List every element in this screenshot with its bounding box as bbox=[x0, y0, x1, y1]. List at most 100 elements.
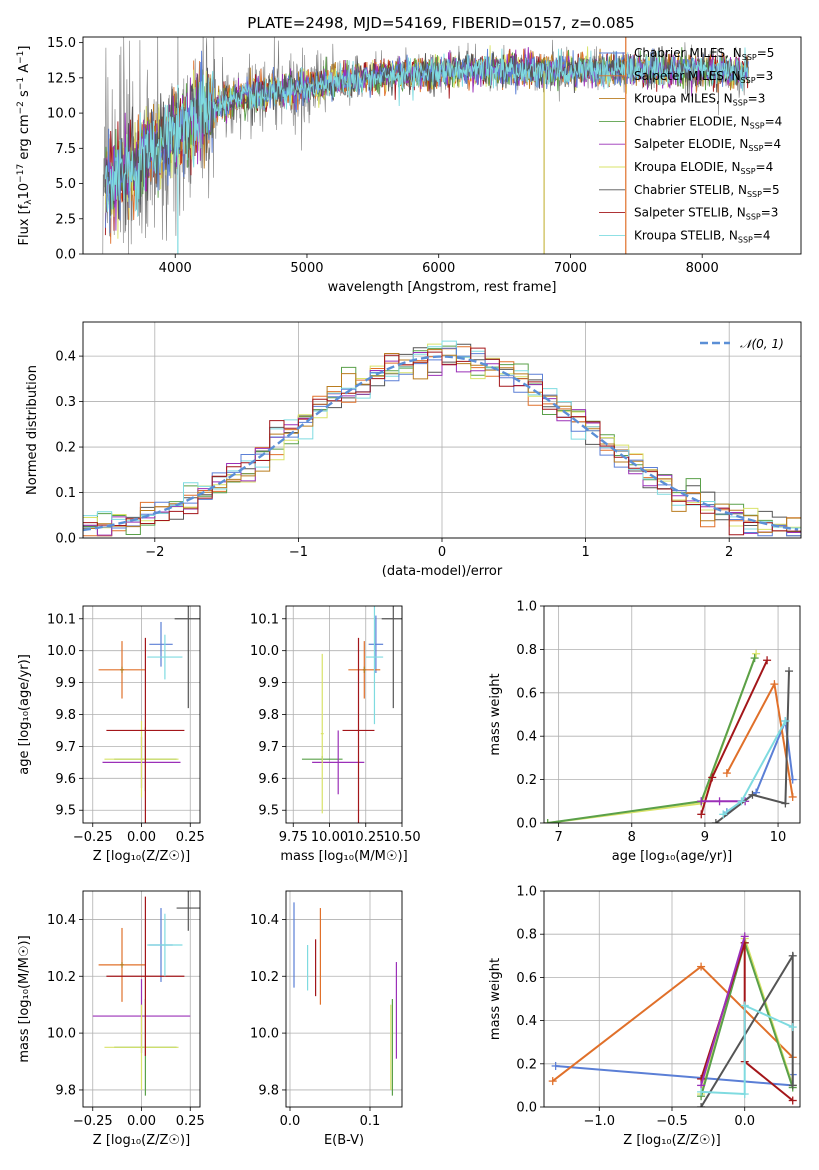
y-tick-label: 10.2 bbox=[47, 970, 76, 985]
panel-weight-vs-age: 7 8 9 10 0.0 0.2 0.4 0.6 0.8 1.0 age [log₁₀(age/yr… bbox=[488, 600, 801, 864]
plot-area bbox=[548, 932, 797, 1107]
ticks: 4000 5000 6000 7000 8000 0.0 2.5 5.0 7.5 10.0 12.5… bbox=[47, 36, 719, 276]
x-tick-label: −0.25 bbox=[73, 830, 113, 845]
x-tick-label: 5000 bbox=[290, 261, 323, 276]
y-tick-label: 0.2 bbox=[55, 441, 76, 456]
legend-label: Kroupa ELODIE, N bbox=[634, 160, 741, 174]
y-axis-label-part: −2 bbox=[16, 101, 26, 114]
x-tick-label: 0.25 bbox=[176, 830, 205, 845]
y-tick-label: 0.6 bbox=[516, 971, 537, 986]
axes-frame bbox=[285, 605, 403, 824]
y-axis-label-part: A bbox=[17, 64, 32, 77]
legend-entry: Chabrier STELIB, NSSP=5 bbox=[634, 183, 780, 199]
legend-count: =3 bbox=[756, 69, 774, 83]
panel-spectrum: 4000 5000 6000 7000 8000 0.0 2.5 5.0 7.5 10.0 12.5… bbox=[16, 36, 802, 295]
x-tick-label: 0 bbox=[438, 545, 446, 560]
axes-frame bbox=[285, 890, 403, 1108]
x-tick-label: −2 bbox=[145, 545, 164, 560]
axes-frame bbox=[543, 890, 801, 1108]
legend-label: Salpeter MILES, N bbox=[634, 69, 741, 83]
x-tick-label: 0.0 bbox=[734, 1114, 755, 1129]
panel-mass-vs-Z: −0.25 0.00 0.25 9.8 10.0 10.2 10.4 Z [log₁₀(Z/Z… bbox=[17, 890, 205, 1148]
y-axis-label: Flux [fλ10−17 erg cm−2 s−1 A−1] bbox=[16, 46, 34, 246]
legend-entry: Salpeter STELIB, NSSP=3 bbox=[634, 206, 778, 222]
y-tick-label: 10.1 bbox=[47, 612, 76, 627]
y-tick-label: 2.5 bbox=[55, 212, 76, 227]
plot-area bbox=[83, 340, 801, 538]
y-tick-label: 1.0 bbox=[516, 600, 537, 615]
legend-entry: Kroupa ELODIE, NSSP=4 bbox=[634, 160, 773, 176]
y-tick-label: 0.0 bbox=[516, 817, 537, 832]
y-axis-label: Normed distribution bbox=[25, 365, 40, 495]
residual-histogram bbox=[83, 349, 801, 538]
mass-weight-line bbox=[715, 671, 790, 823]
x-tick-label: 7 bbox=[554, 830, 562, 845]
x-axis-label: wavelength [Angstrom, rest frame] bbox=[328, 280, 557, 295]
y-axis-label-part: λ bbox=[24, 199, 34, 205]
legend-sub: SSP bbox=[733, 99, 748, 108]
legend-sub: SSP bbox=[747, 190, 762, 199]
y-tick-label: 10.1 bbox=[250, 612, 279, 627]
panels: 4000 5000 6000 7000 80000.02.55.07.510.012.5… bbox=[16, 36, 802, 1148]
x-tick-label: 9.75 bbox=[279, 830, 308, 845]
ticks: 7 8 9 10 0.0 0.2 0.4 0.6 0.8 1.0 bbox=[516, 600, 786, 846]
y-axis-label: mass weight bbox=[488, 958, 503, 1040]
x-tick-label: 4000 bbox=[159, 261, 192, 276]
panel-age-vs-Z: −0.25 0.00 0.25 9.5 9.6 9.7 9.8 9.9 10.0 10.1 Z [l… bbox=[17, 605, 205, 864]
y-tick-label: 12.5 bbox=[47, 71, 76, 86]
mass-weight-line bbox=[547, 657, 756, 823]
y-tick-label: 0.4 bbox=[55, 350, 76, 365]
y-tick-label: 10.0 bbox=[250, 1027, 279, 1042]
legend-label: Kroupa MILES, N bbox=[634, 92, 733, 106]
y-tick-label: 9.5 bbox=[258, 804, 279, 819]
legend-sub: SSP bbox=[742, 53, 757, 62]
x-tick-label: 0.25 bbox=[176, 1114, 205, 1129]
y-tick-label: 9.6 bbox=[258, 772, 279, 787]
y-tick-label: 0.0 bbox=[55, 248, 76, 263]
y-axis-label-part: erg cm bbox=[17, 114, 32, 163]
x-tick-label: 6000 bbox=[422, 261, 455, 276]
y-tick-label: 9.8 bbox=[55, 1083, 76, 1098]
y-axis-label-part: Flux [f bbox=[17, 204, 32, 245]
mass-weight-line bbox=[555, 1065, 794, 1087]
legend-label: Chabrier MILES, N bbox=[634, 46, 742, 60]
legend-count: =3 bbox=[761, 206, 779, 220]
legend-sub: SSP bbox=[741, 167, 756, 176]
legend-sub: SSP bbox=[738, 235, 753, 244]
x-tick-label: 2 bbox=[725, 545, 733, 560]
ticks: −0.25 0.00 0.25 9.8 10.0 10.2 10.4 bbox=[47, 913, 205, 1129]
y-tick-label: 10.4 bbox=[47, 913, 76, 928]
y-axis-label-part: −17 bbox=[16, 164, 26, 183]
y-tick-label: 9.7 bbox=[258, 740, 279, 755]
y-tick-label: 15.0 bbox=[47, 36, 76, 51]
legend-label: Chabrier ELODIE, N bbox=[634, 114, 750, 128]
x-tick-label: 10.00 bbox=[311, 830, 348, 845]
y-tick-label: 0.8 bbox=[516, 643, 537, 658]
ticks: −0.25 0.00 0.25 9.5 9.6 9.7 9.8 9.9 10.0 10.1 bbox=[47, 612, 205, 845]
y-tick-label: 9.8 bbox=[258, 708, 279, 723]
y-axis-label: mass weight bbox=[488, 673, 503, 755]
x-axis-label: age [log₁₀(age/yr)] bbox=[612, 849, 733, 864]
ticks: 0.0 0.1 9.8 10.0 10.2 10.4 bbox=[250, 913, 380, 1129]
ticks: 9.75 10.00 10.25 10.50 9.5 9.6 9.7 9.8 9.9 10.0 10… bbox=[250, 612, 421, 845]
figure-title: PLATE=2498, MJD=54169, FIBERID=0157, z=0… bbox=[247, 14, 634, 32]
legend-count: =4 bbox=[756, 160, 774, 174]
legend-count: =3 bbox=[748, 92, 766, 106]
axes-frame bbox=[82, 605, 201, 824]
y-tick-label: 9.9 bbox=[55, 676, 76, 691]
y-tick-label: 9.8 bbox=[55, 708, 76, 723]
legend-count: =5 bbox=[762, 183, 780, 197]
y-axis-label: age [log₁₀(age/yr)] bbox=[17, 654, 32, 775]
legend-count: =4 bbox=[765, 114, 783, 128]
legend-entry: Chabrier ELODIE, NSSP=4 bbox=[634, 114, 782, 130]
plot-area bbox=[301, 606, 402, 823]
x-axis-label: E(B-V) bbox=[324, 1133, 364, 1148]
panel-weight-vs-Z: −1.0 −0.5 0.0 0.0 0.2 0.4 0.6 0.8 1.0 Z [log₁₀(Z/… bbox=[488, 885, 801, 1148]
y-tick-label: 0.6 bbox=[516, 686, 537, 701]
x-tick-label: 0.0 bbox=[280, 1114, 301, 1129]
axes-frame bbox=[82, 890, 201, 1108]
y-axis-label: mass [log₁₀(M/M☉)] bbox=[17, 935, 32, 1062]
legend-entry: Kroupa STELIB, NSSP=4 bbox=[634, 228, 771, 244]
legend-label: Salpeter STELIB, N bbox=[634, 206, 746, 220]
